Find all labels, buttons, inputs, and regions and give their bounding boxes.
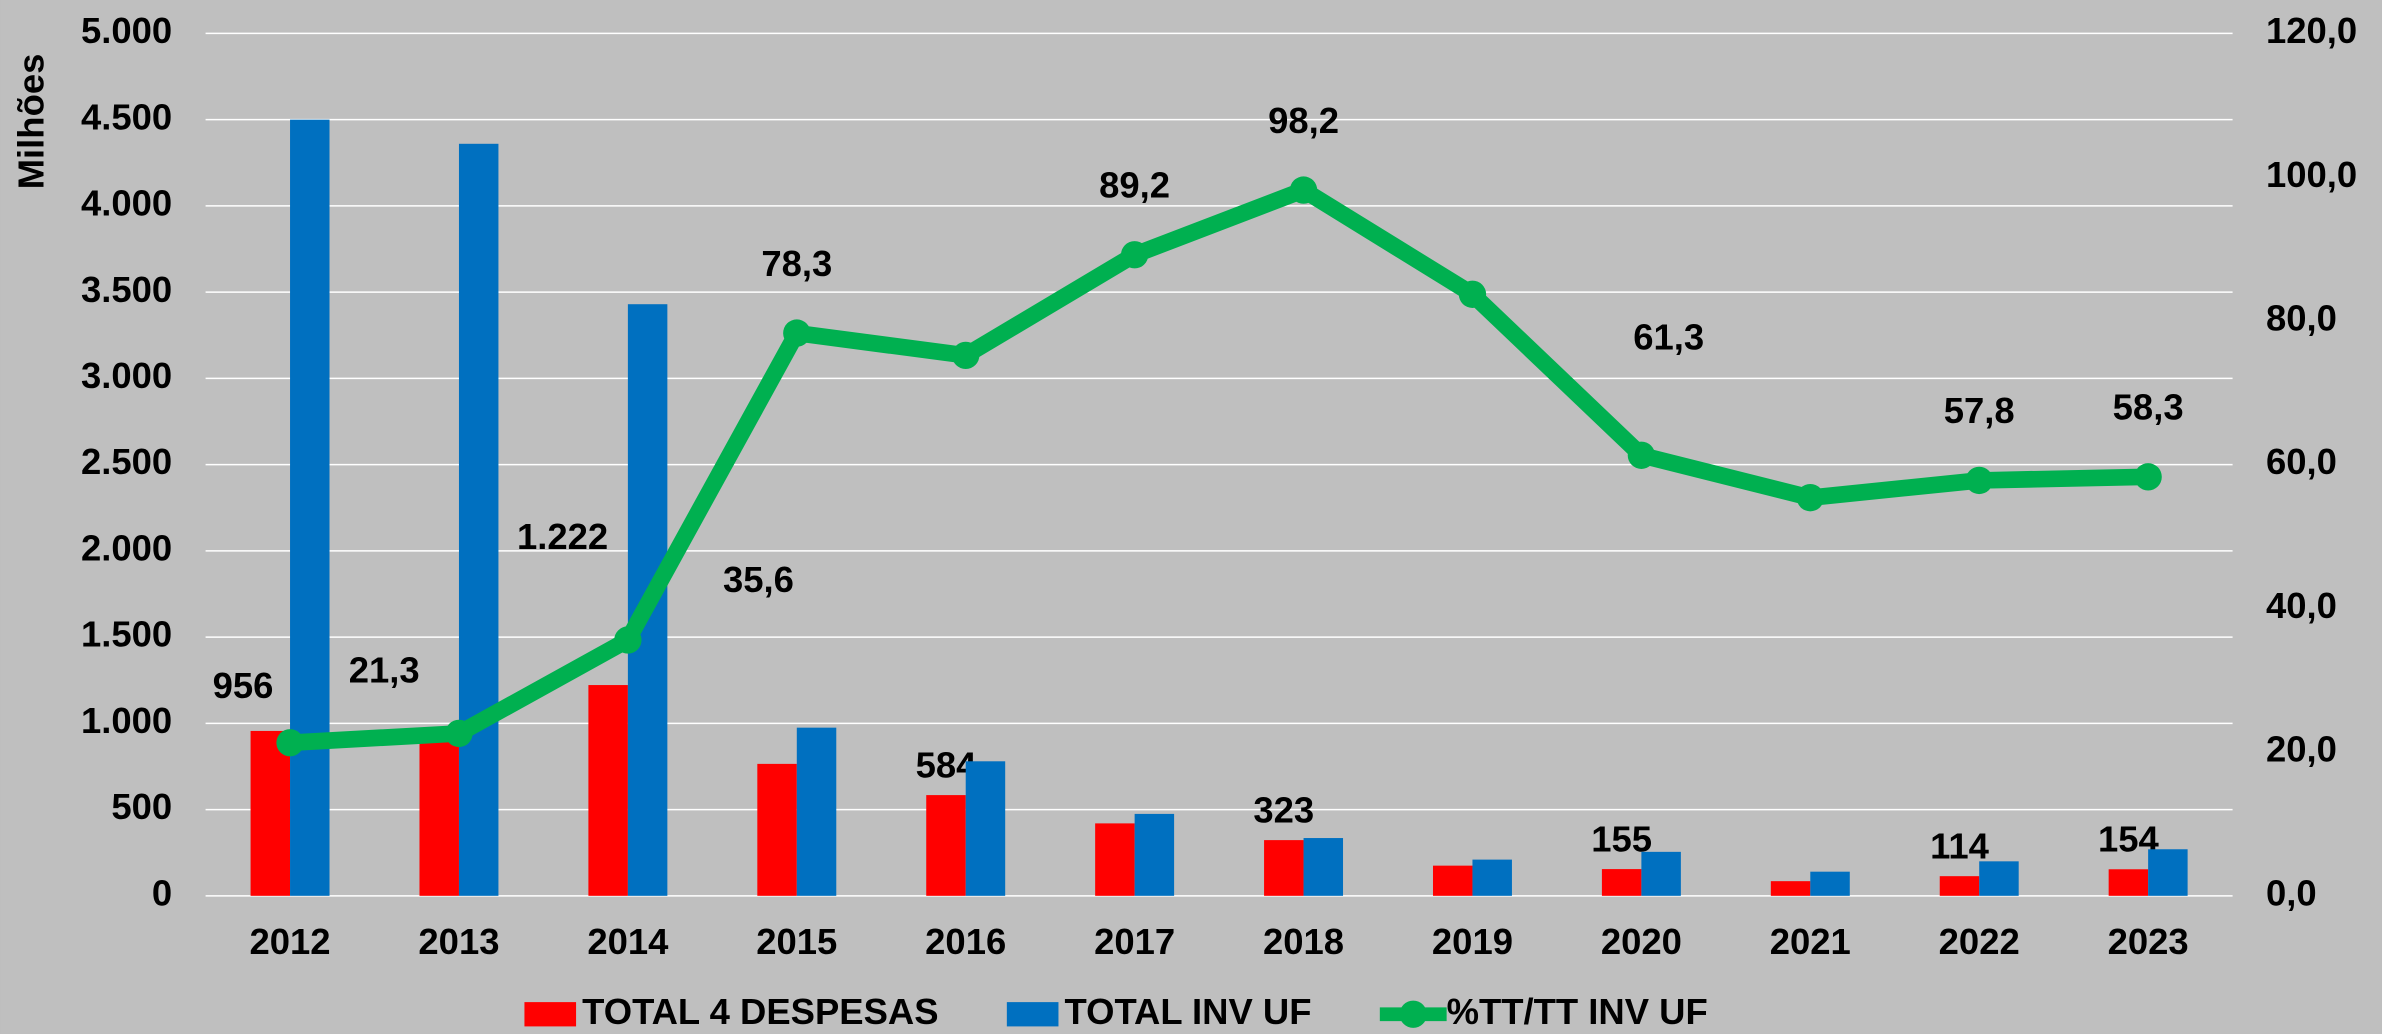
legend-label: TOTAL INV UF [1065, 991, 1312, 1032]
bar [1979, 861, 2019, 896]
line-marker [1965, 466, 1993, 495]
bar [1432, 865, 1473, 896]
x-tick-label: 2022 [1939, 921, 2020, 962]
line-marker [952, 341, 980, 370]
bar [1303, 838, 1344, 896]
line-value-label: 98,2 [1268, 100, 1339, 141]
x-tick-label: 2014 [587, 921, 669, 962]
x-tick-label: 2021 [1770, 921, 1851, 962]
line-marker [1796, 484, 1824, 512]
x-tick-label: 2023 [2108, 921, 2189, 962]
bar-value-label: 323 [1253, 789, 1314, 830]
y-tick-label: 4.000 [81, 183, 172, 224]
line-marker [614, 626, 642, 654]
line [289, 181, 2149, 752]
y-tick-label: 4.500 [81, 96, 172, 137]
y2-tick-label: 20,0 [2266, 729, 2337, 770]
line-value-label: 35,6 [723, 559, 794, 600]
y-tick-label: 1.500 [81, 614, 172, 655]
y-axis-title: Milhões [11, 54, 52, 190]
y2-tick-label: 40,0 [2266, 585, 2337, 626]
legend-label: %TT/TT INV UF [1447, 991, 1708, 1032]
line-value-label: 57,8 [1944, 390, 2015, 431]
line-value-label: 58,3 [2113, 387, 2184, 428]
line-marker [1120, 241, 1149, 269]
bar [965, 761, 1006, 896]
y2-tick-label: 120,0 [2266, 10, 2357, 51]
bar [1641, 851, 1681, 896]
x-tick-label: 2017 [1094, 921, 1175, 962]
bar [458, 143, 499, 896]
y2-tick-label: 100,0 [2266, 154, 2357, 195]
y2-tick-label: 0,0 [2266, 872, 2317, 913]
x-tick-label: 2013 [418, 921, 499, 962]
y-tick-label: 2.000 [81, 527, 172, 568]
x-tick-label: 2012 [250, 921, 331, 962]
legend-symbol [1006, 1002, 1059, 1027]
bar [1601, 869, 1642, 896]
bar [419, 728, 459, 896]
y2-tick-label: 60,0 [2266, 441, 2337, 482]
bar-value-label: 114 [1930, 825, 1990, 866]
bar [926, 795, 966, 896]
x-tick-label: 2016 [925, 921, 1006, 962]
bar [1770, 881, 1811, 896]
y-tick-label: 3.500 [81, 269, 172, 310]
bar-value-label: 1.222 [517, 516, 608, 557]
line-value-label: 78,3 [761, 243, 832, 284]
x-tick-label: 2020 [1601, 921, 1682, 962]
line-marker [1289, 176, 1318, 204]
line-marker [783, 319, 811, 347]
line-marker [1627, 441, 1656, 469]
line-marker [445, 719, 473, 748]
legend-symbol [1399, 1000, 1427, 1028]
legend-symbol [524, 1002, 577, 1027]
bar [1472, 859, 1512, 896]
line-value-label: 21,3 [349, 650, 420, 691]
y-tick-label: 1.000 [81, 700, 172, 741]
bar [1810, 871, 1850, 896]
y-tick-label: 500 [111, 786, 172, 827]
x-tick-label: 2015 [756, 921, 837, 962]
y-tick-label: 2.500 [81, 441, 172, 482]
x-tick-label: 2019 [1432, 921, 1513, 962]
legend-label: TOTAL 4 DESPESAS [582, 991, 938, 1032]
bar [2148, 849, 2188, 896]
bar-value-label: 956 [213, 665, 274, 706]
y2-tick-label: 80,0 [2266, 298, 2337, 339]
line-value-label: 61,3 [1633, 317, 1704, 358]
y-tick-label: 3.000 [81, 355, 172, 396]
line-marker [276, 729, 304, 757]
bar [290, 119, 330, 896]
bar [1134, 813, 1175, 896]
bar [1264, 840, 1304, 896]
bar [796, 727, 837, 896]
line-marker [2134, 463, 2162, 491]
x-tick-label: 2018 [1263, 921, 1344, 962]
y-tick-label: 5.000 [81, 10, 172, 51]
bar [588, 685, 628, 896]
bar [1095, 823, 1135, 896]
bar [757, 763, 797, 896]
bar [250, 730, 291, 896]
bar [1939, 876, 1980, 896]
y-tick-label: 0 [152, 872, 172, 913]
bar [2108, 869, 2149, 896]
line-value-label: 89,2 [1099, 165, 1170, 206]
line-marker [1458, 280, 1487, 308]
